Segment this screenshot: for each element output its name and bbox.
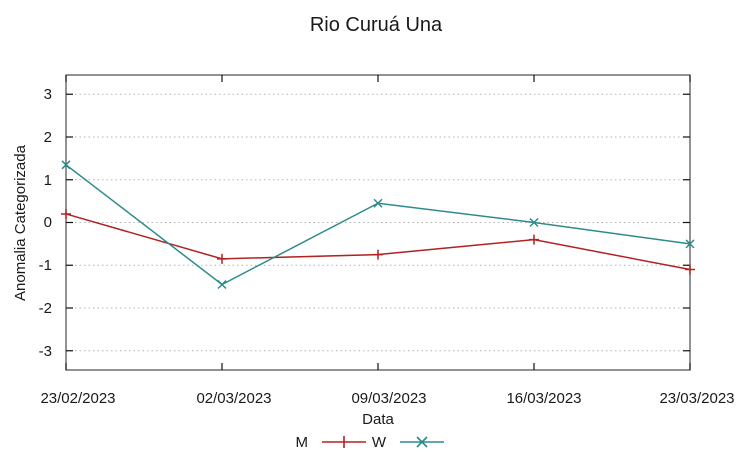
data-point-cross-marker: [685, 239, 695, 249]
data-point-plus-marker: [61, 208, 71, 219]
y-tick-label: 0: [44, 214, 52, 231]
data-point-plus-marker: [373, 249, 383, 260]
x-tick-labels: 23/02/2023 02/03/2023 09/03/2023 16/03/2…: [40, 390, 734, 407]
y-axis-label: Anomalia Categorizada: [12, 144, 29, 301]
data-point-plus-marker: [529, 234, 539, 245]
y-tick-label: 3: [44, 86, 52, 103]
x-tick-label: 23/02/2023: [40, 390, 115, 407]
y-tick-labels: 3 2 1 0 -1 -2 -3: [39, 86, 52, 360]
x-tick-label: 23/03/2023: [659, 390, 734, 407]
plot-area: [61, 74, 695, 371]
y-tick-label: 1: [44, 172, 52, 189]
chart-title: Rio Curuá Una: [310, 14, 443, 36]
x-tick-label: 02/03/2023: [196, 390, 271, 407]
legend: M W: [296, 434, 444, 451]
legend-sample-m-plus-marker: [322, 436, 366, 448]
x-tick-label: 16/03/2023: [506, 390, 581, 407]
legend-sample-w-cross-marker: [400, 436, 444, 448]
y-tick-label: -2: [39, 300, 52, 317]
data-point-cross-marker: [217, 279, 227, 290]
y-tick-label: -3: [39, 343, 52, 360]
y-tick-label: -1: [39, 257, 52, 274]
y-tick-label: 2: [44, 129, 52, 146]
x-axis-label: Data: [362, 411, 394, 428]
x-tick-label: 09/03/2023: [351, 390, 426, 407]
legend-label-w: W: [372, 434, 387, 451]
legend-label-m: M: [296, 434, 309, 451]
data-point-cross-marker: [373, 198, 383, 208]
series-line-w: [65, 164, 691, 286]
data-point-cross-marker: [61, 160, 71, 170]
data-point-cross-marker: [529, 217, 539, 228]
data-point-plus-marker: [217, 253, 227, 264]
data-point-plus-marker: [685, 264, 695, 275]
